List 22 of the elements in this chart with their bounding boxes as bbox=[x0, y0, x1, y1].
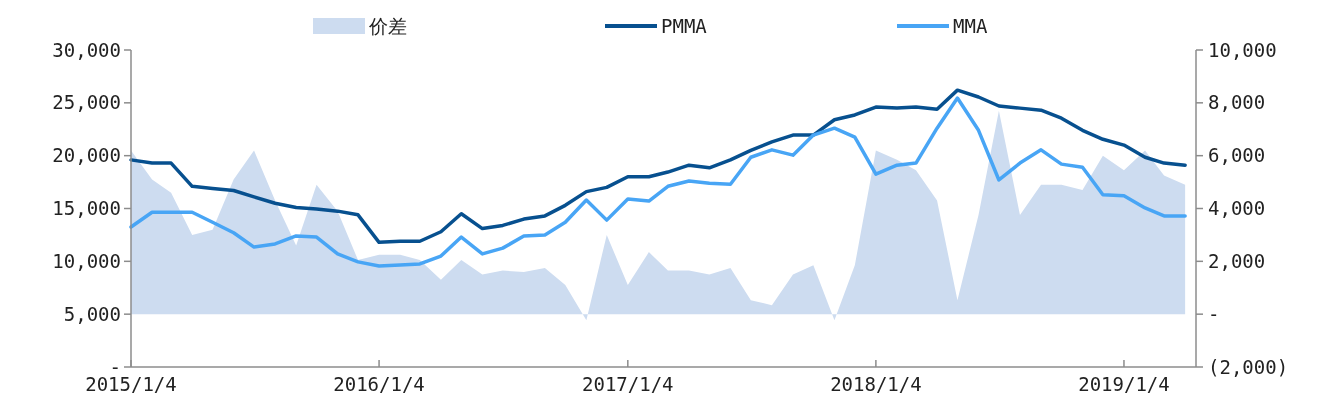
y-tick-label: 20,000 bbox=[52, 144, 121, 167]
y-tick-label: 15,000 bbox=[52, 197, 121, 220]
legend-label: 价差 bbox=[368, 14, 407, 37]
y2-tick-label: - bbox=[1208, 302, 1220, 325]
y2-tick-label: (2,000) bbox=[1208, 355, 1289, 378]
line-series bbox=[129, 88, 1187, 245]
legend-label: MMA bbox=[953, 14, 988, 37]
x-tick-label: 2019/1/4 bbox=[1078, 373, 1170, 395]
x-tick-label: 2016/1/4 bbox=[333, 373, 425, 395]
y-tick-label: 25,000 bbox=[52, 91, 121, 114]
y-tick-label: 30,000 bbox=[52, 38, 121, 61]
y-tick-label: 5,000 bbox=[63, 302, 121, 325]
y2-tick-label: 2,000 bbox=[1208, 249, 1266, 272]
legend-label: PMMA bbox=[661, 14, 708, 37]
y2-tick-label: 6,000 bbox=[1208, 144, 1266, 167]
x-tick-label: 2018/1/4 bbox=[830, 373, 922, 395]
y-tick-label: 10,000 bbox=[52, 249, 121, 272]
y2-tick-label: 4,000 bbox=[1208, 197, 1266, 220]
y2-tick-label: 8,000 bbox=[1208, 91, 1266, 114]
x-tick-label: 2017/1/4 bbox=[582, 373, 674, 395]
line-series bbox=[129, 96, 1187, 268]
y2-tick-label: 10,000 bbox=[1208, 38, 1277, 61]
